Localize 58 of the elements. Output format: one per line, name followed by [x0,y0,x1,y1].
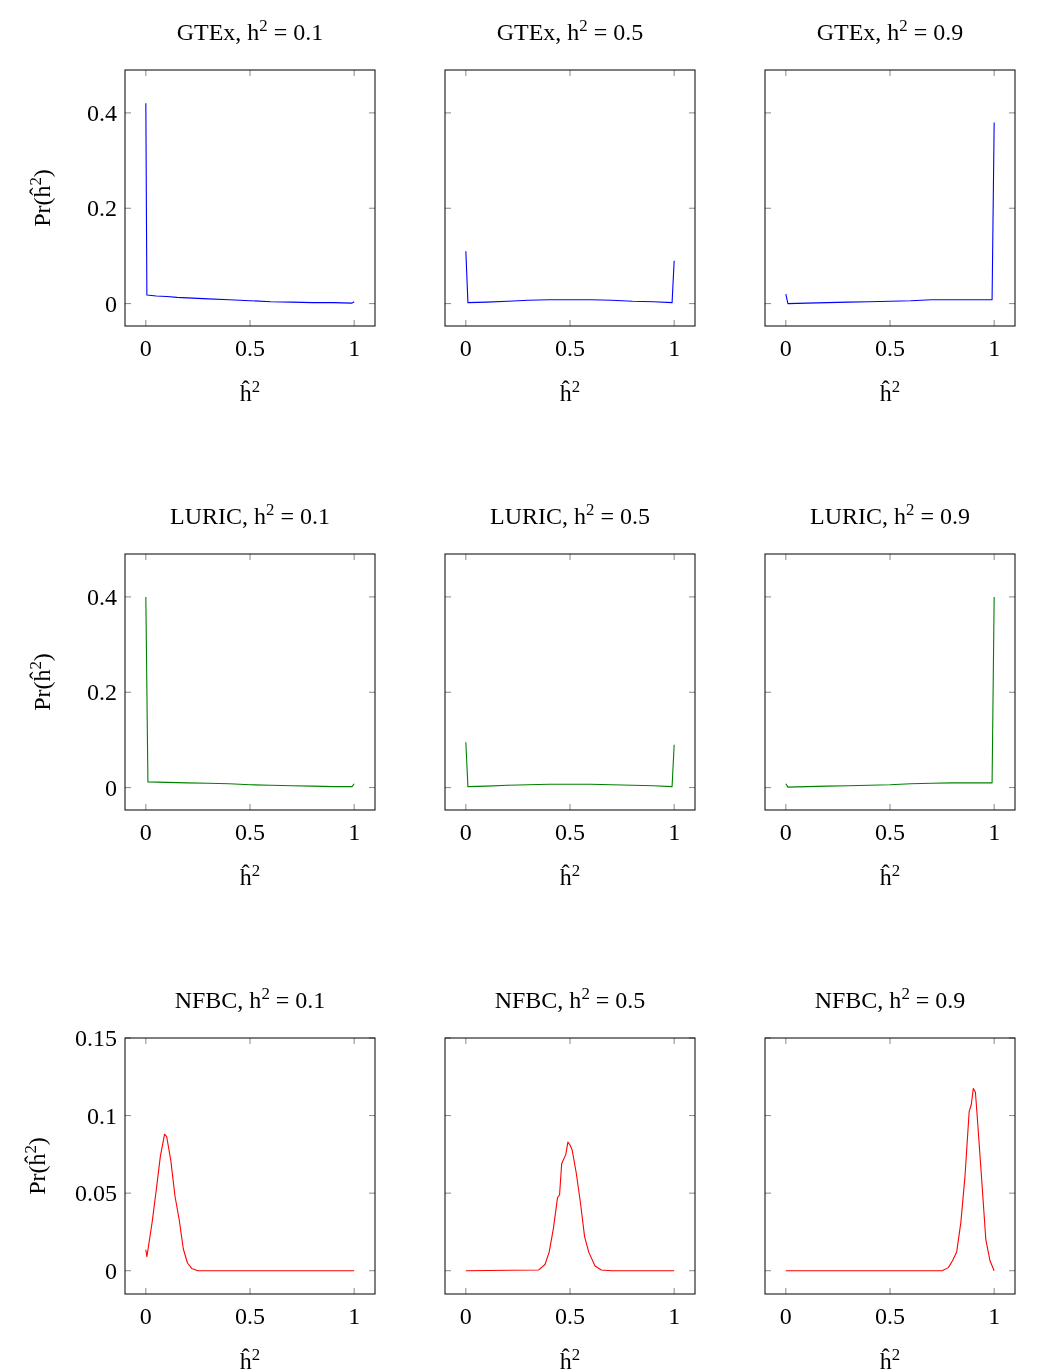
x-tick-label: 0 [139,1303,152,1329]
chart-title: LURIC, h$^{2}$ = 0.9 [810,499,970,529]
x-tick-label: 1 [668,1303,681,1329]
y-tick-label: 0.2 [87,679,117,706]
chart-title: GTEx, h$^{2}$ = 0.9 [816,15,964,45]
y-tick-label: 0.2 [87,195,117,222]
x-tick-label: 0 [459,1303,472,1329]
chart-title: GTEx, h$^{2}$ = 0.5 [496,15,644,45]
line-series [145,102,355,304]
chart-title: NFBC, h$^{2}$ = 0.9 [814,983,966,1013]
x-tick-label: 0 [779,819,792,845]
x-axis-title: ĥ$^{2}$ [239,1344,261,1372]
x-tick-label: 0.5 [875,819,905,845]
x-tick-label: 0.5 [555,819,585,845]
y-tick-label: 0.05 [75,1180,117,1207]
y-tick-label: 0.4 [87,99,117,126]
y-tick-label: 0 [105,290,117,317]
x-axis-title: ĥ$^{2}$ [239,860,261,890]
x-tick-label: 1 [988,819,1001,845]
chart-title: NFBC, h$^{2}$ = 0.1 [174,983,326,1013]
y-tick-label: 0 [105,1257,117,1284]
x-tick-label: 0.5 [875,1303,905,1329]
x-axis-title: ĥ$^{2}$ [559,860,581,890]
x-tick-label: 0 [139,335,152,361]
x-tick-label: 0.5 [235,819,265,845]
x-tick-label: 1 [988,335,1001,361]
x-tick-label: 0 [459,335,472,361]
x-tick-label: 1 [668,819,681,845]
x-axis-title: ĥ$^{2}$ [879,860,901,890]
x-tick-label: 1 [348,819,361,845]
x-tick-label: 0.5 [235,1303,265,1329]
y-tick-label: 0 [105,774,117,801]
x-axis-title: ĥ$^{2}$ [879,1344,901,1372]
y-tick-label: 0.4 [87,583,117,610]
x-axis-title: ĥ$^{2}$ [239,376,261,406]
x-tick-label: 0.5 [875,335,905,361]
x-tick-label: 1 [988,1303,1001,1329]
line-series [145,1133,355,1272]
chart-title: LURIC, h$^{2}$ = 0.5 [490,499,650,529]
x-tick-label: 0 [779,335,792,361]
x-tick-label: 0.5 [555,335,585,361]
chart-title: LURIC, h$^{2}$ = 0.1 [170,499,330,529]
x-tick-label: 1 [348,335,361,361]
x-tick-label: 0 [139,819,152,845]
chart-title: GTEx, h$^{2}$ = 0.1 [176,15,324,45]
x-axis-title: ĥ$^{2}$ [559,376,581,406]
x-axis-title: ĥ$^{2}$ [879,376,901,406]
x-tick-label: 1 [348,1303,361,1329]
x-tick-label: 1 [668,335,681,361]
line-series [145,596,355,788]
x-tick-label: 0.5 [555,1303,585,1329]
y-tick-label: 0.1 [87,1102,117,1129]
x-axis-title: ĥ$^{2}$ [559,1344,581,1372]
x-tick-label: 0 [779,1303,792,1329]
x-tick-label: 0.5 [235,335,265,361]
chart-title: NFBC, h$^{2}$ = 0.5 [494,983,646,1013]
x-tick-label: 0 [459,819,472,845]
y-tick-label: 0.15 [75,1025,117,1051]
